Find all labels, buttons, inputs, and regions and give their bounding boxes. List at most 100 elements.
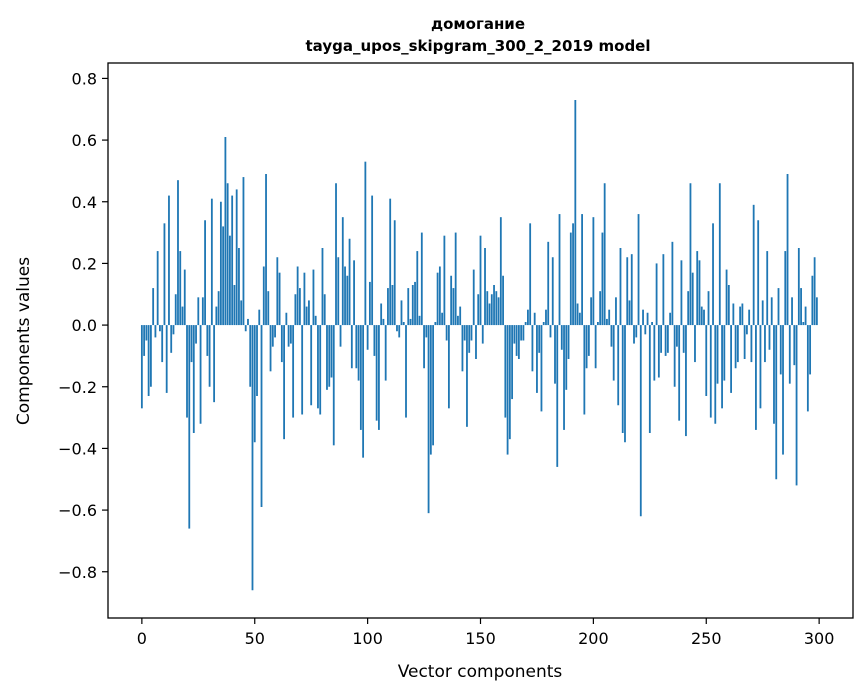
bar [317,325,319,409]
bar [190,325,193,363]
bar [201,297,204,326]
x-tick-label: 250 [691,629,722,648]
bar [443,235,446,326]
bar [563,325,565,430]
bar [646,312,649,326]
x-tick-label: 300 [804,629,835,648]
bar [779,325,782,375]
bar [330,325,333,378]
bar [689,183,692,326]
bar [508,325,511,440]
bar [323,294,326,326]
bar [235,189,238,326]
bar [662,254,665,326]
bar [258,309,261,326]
bar [766,251,769,326]
bar [551,257,554,326]
bar [143,325,146,356]
bar [592,217,595,326]
bar [174,294,177,326]
bar [536,325,538,393]
bar [705,325,708,396]
bar [703,309,705,326]
bar [612,325,615,381]
bar [610,325,613,347]
bar [215,306,218,326]
bar [319,325,322,415]
bar [262,266,265,326]
bar [752,204,755,326]
bar [283,325,285,440]
bar [626,257,629,326]
bar [698,260,701,326]
bar [468,325,471,353]
bar [192,325,195,433]
bar [660,325,663,353]
bar [147,325,150,396]
bar [199,325,202,424]
bar [217,291,220,326]
bar [757,220,760,326]
bar [276,257,279,326]
bar [224,137,227,326]
bar [355,325,358,369]
bar [420,232,423,326]
bar [459,306,462,326]
bar [554,325,556,384]
bar [156,251,159,326]
bar [793,325,796,366]
chart-subtitle: tayga_upos_skipgram_300_2_2019 model [306,37,651,55]
bar [271,325,274,347]
y-tick-label: 0.8 [72,69,97,88]
bar [599,291,602,326]
bar [466,325,468,427]
bar [527,309,529,326]
bar [233,285,236,326]
bar [809,325,812,375]
bar [292,325,295,418]
bar [601,232,604,326]
bar [429,325,432,455]
bar [628,300,631,326]
bar [238,248,240,326]
bar [594,325,597,369]
bar [784,251,787,326]
bar [457,315,459,326]
bar [716,325,719,384]
bar [815,297,818,326]
bar [353,260,355,326]
bar [651,322,653,326]
bar [298,288,301,326]
bar [481,325,484,344]
bar [328,325,331,387]
y-tick-label: 0.4 [72,193,97,212]
bar [357,325,360,381]
bar [186,325,188,418]
bar [414,281,416,326]
bar [287,325,290,347]
bar [242,177,245,326]
bar [493,285,495,326]
bar [303,272,306,326]
bar [637,214,640,326]
bar [572,223,574,326]
bar [567,325,570,359]
bar [813,257,816,326]
bar [497,297,500,326]
bar [152,288,155,326]
bar [382,318,385,326]
bar [335,183,337,326]
bar [321,248,324,326]
bar [452,288,455,326]
bar [664,325,667,356]
bar [432,325,434,446]
bar [177,180,179,326]
bar [768,325,771,350]
bar [260,325,263,507]
chart-title: домогание [431,15,525,33]
bar [743,325,746,359]
bar [364,161,367,326]
bar [495,291,498,326]
bar [687,291,690,326]
